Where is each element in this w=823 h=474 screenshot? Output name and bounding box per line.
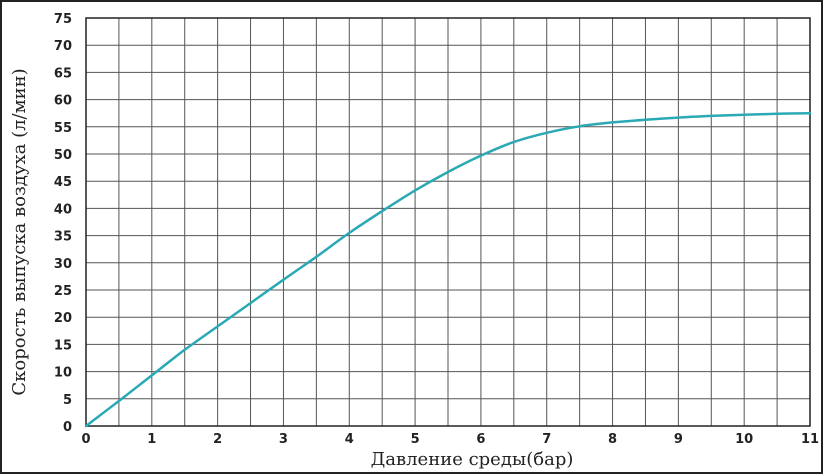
y-tick-label: 65	[54, 66, 72, 81]
y-tick-label: 10	[54, 366, 72, 381]
grid	[85, 17, 811, 427]
plot-area-border	[85, 17, 811, 427]
y-tick-label: 75	[54, 12, 72, 27]
y-tick-label: 45	[54, 175, 72, 190]
x-tick-label: 5	[411, 432, 420, 447]
x-tick-label: 3	[279, 432, 288, 447]
y-tick-label: 0	[63, 420, 72, 435]
y-tick-label: 35	[54, 230, 72, 245]
x-axis-title: Давление среды(бар)	[371, 449, 574, 470]
y-tick-label: 55	[54, 121, 72, 136]
x-tick-label: 1	[147, 432, 156, 447]
plot-border	[85, 17, 811, 427]
x-tick-label: 0	[81, 432, 90, 447]
series-line-0	[84, 111, 812, 428]
x-tick-label: 10	[735, 432, 753, 447]
y-tick-label: 25	[54, 284, 72, 299]
y-tick-label: 30	[54, 257, 72, 272]
y-tick-label: 40	[54, 202, 72, 217]
y-tick-labels: 0 5 10 15 20 25 30 35 40 45 50 55 60 65 70 75	[54, 12, 72, 435]
y-tick-label: 15	[54, 338, 72, 353]
y-tick-label: 70	[54, 39, 72, 54]
x-tick-label: 9	[674, 432, 683, 447]
x-tick-label: 11	[801, 432, 819, 447]
x-tick-label: 2	[213, 432, 222, 447]
x-tick-labels: 0 1 2 3 4 5 6 7 8 9 10 11	[81, 432, 819, 447]
x-tick-label: 8	[608, 432, 617, 447]
series	[84, 111, 812, 428]
y-tick-label: 20	[54, 311, 72, 326]
x-tick-label: 4	[345, 432, 354, 447]
x-tick-label: 7	[542, 432, 551, 447]
y-tick-label: 5	[63, 393, 72, 408]
x-tick-label: 6	[476, 432, 485, 447]
y-tick-label: 60	[54, 94, 72, 109]
y-axis-title: Скорость выпуска воздуха (л/мин)	[9, 68, 30, 395]
y-tick-label: 50	[54, 148, 72, 163]
